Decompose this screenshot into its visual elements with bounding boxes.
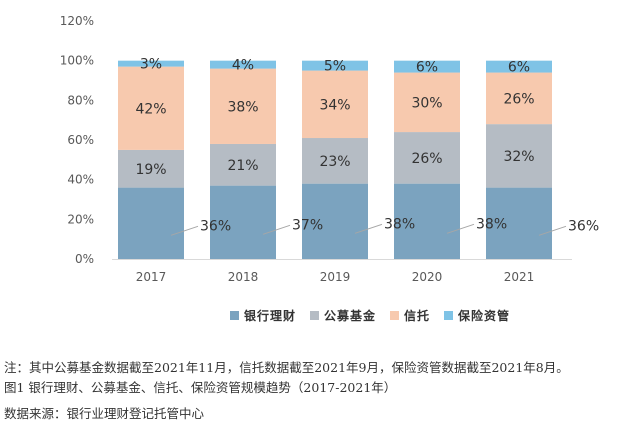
data-label-leader-line xyxy=(170,225,199,236)
legend-label: 信托 xyxy=(404,308,431,323)
bar-segment-trust xyxy=(210,68,276,144)
data-label-leader-line xyxy=(262,224,291,235)
data-label: 3% xyxy=(140,57,162,73)
legend-label: 银行理财 xyxy=(243,308,296,323)
data-label-leader-line xyxy=(446,223,475,234)
bar-segment-trust xyxy=(302,70,368,139)
bar-segment-bank-wealth xyxy=(210,185,276,259)
bar-segment-public-funds xyxy=(486,124,552,188)
data-label: 26% xyxy=(411,151,442,167)
data-label-leader-line xyxy=(354,223,383,234)
data-label: 6% xyxy=(416,60,438,76)
legend-item-bank-wealth: 银行理财 xyxy=(229,307,296,324)
data-label: 4% xyxy=(232,58,254,74)
data-label: 38% xyxy=(227,99,258,115)
y-tick-label: 20% xyxy=(67,212,94,226)
data-label: 36% xyxy=(200,218,231,234)
legend-swatch xyxy=(229,310,239,320)
bar-segment-insurance-am xyxy=(486,60,552,73)
data-label: 38% xyxy=(384,216,415,232)
bar-segment-trust xyxy=(118,66,184,150)
y-tick-label: 60% xyxy=(67,133,94,147)
y-tick-label: 40% xyxy=(67,173,94,187)
x-tick-label: 2021 xyxy=(504,270,535,284)
legend-label: 保险资管 xyxy=(458,308,511,323)
legend-swatch xyxy=(309,310,319,320)
legend-item-public-funds: 公募基金 xyxy=(309,307,376,324)
bar-segment-bank-wealth xyxy=(394,183,460,259)
bar-segment-public-funds xyxy=(302,138,368,184)
bar-segment-insurance-am xyxy=(302,60,368,71)
legend-label: 公募基金 xyxy=(323,308,376,323)
legend-item-insurance-am: 保险资管 xyxy=(444,307,510,324)
data-label: 23% xyxy=(319,154,350,170)
data-label: 38% xyxy=(476,216,507,232)
bar-segment-bank-wealth xyxy=(302,183,368,259)
bar-segment-insurance-am xyxy=(118,60,184,67)
data-label: 26% xyxy=(503,91,534,107)
data-label: 5% xyxy=(324,59,346,75)
y-tick-label: 80% xyxy=(67,93,94,107)
data-label: 21% xyxy=(227,158,258,174)
chart-data-labels: 36% 19% 42% 3% 37% 21% 38% 4% 38% 23% 34% 5% 38% 26% 3… xyxy=(135,57,599,236)
chart-bars xyxy=(118,60,552,259)
stacked-bar-chart: 0% 20% 40% 60% 80% 100% 120% 2017 2018 2019 2020 20… xyxy=(60,14,599,284)
x-tick-label: 2019 xyxy=(320,270,351,284)
bar-segment-public-funds xyxy=(210,143,276,186)
chart-legend: 银行理财 公募基金 信托 保险资管 xyxy=(160,304,580,326)
data-label: 36% xyxy=(568,218,599,234)
legend-item-trust: 信托 xyxy=(390,307,430,324)
x-tick-label: 2018 xyxy=(228,270,259,284)
legend-swatch xyxy=(444,310,454,320)
x-tick-label: 2017 xyxy=(136,270,167,284)
data-label: 30% xyxy=(411,95,442,111)
bar-segment-insurance-am xyxy=(394,60,460,73)
data-label: 19% xyxy=(135,162,166,178)
data-label: 42% xyxy=(135,101,166,117)
legend-swatch xyxy=(390,310,399,320)
bar-segment-trust xyxy=(394,72,460,133)
bar-segment-bank-wealth xyxy=(486,187,552,259)
data-label: 34% xyxy=(319,97,350,113)
y-tick-label: 0% xyxy=(75,252,94,266)
bar-segment-trust xyxy=(486,72,552,125)
data-label: 32% xyxy=(503,149,534,165)
figure-caption: 图1 银行理财、公募基金、信托、保险资管规模趋势（2017-2021年） xyxy=(4,380,397,395)
data-cutoff-note: 注：其中公募基金数据截至2021年11月，信托数据截至2021年9月，保险资管数… xyxy=(4,360,569,375)
data-source: 数据来源：银行业理财登记托管中心 xyxy=(4,406,205,421)
x-tick-label: 2020 xyxy=(412,270,443,284)
data-label: 6% xyxy=(508,60,530,76)
data-label-leader-line xyxy=(538,225,567,236)
bar-segment-public-funds xyxy=(118,149,184,188)
y-tick-label: 120% xyxy=(60,14,94,28)
bar-segment-insurance-am xyxy=(210,60,276,69)
chart-axes: 0% 20% 40% 60% 80% 100% 120% 2017 2018 2019 2020 20… xyxy=(60,14,572,284)
bar-segment-public-funds xyxy=(394,132,460,184)
y-tick-label: 100% xyxy=(60,54,94,68)
figure-notes: 注：其中公募基金数据截至2021年11月，信托数据截至2021年9月，保险资管数… xyxy=(4,358,624,424)
data-label: 37% xyxy=(292,217,323,233)
bar-segment-bank-wealth xyxy=(118,187,184,259)
